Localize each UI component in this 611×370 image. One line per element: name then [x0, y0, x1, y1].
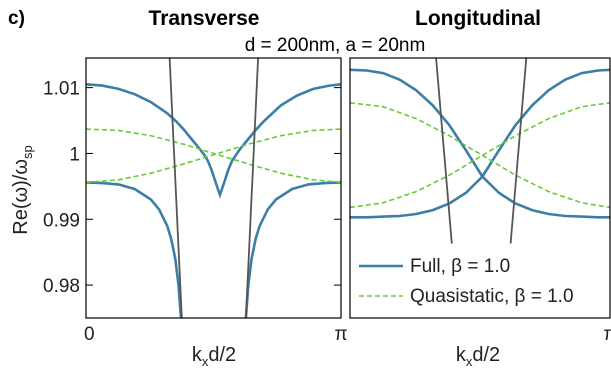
- right-x-label-sub: x: [466, 354, 473, 369]
- plot-frame: [85, 57, 342, 319]
- series-qs_a-line: [350, 102, 610, 209]
- y-axis-label-main: Re(ω)/ω: [10, 159, 32, 235]
- figure-subtitle: d = 200nm, a = 20nm: [245, 35, 426, 56]
- left-panel-title: Transverse: [149, 7, 260, 30]
- right-x-label-k: k: [456, 344, 467, 366]
- legend: Full, β = 1.0 Quasistatic, β = 1.0: [359, 256, 574, 307]
- left-x-label-tail: d/2: [208, 344, 236, 366]
- series-light_left-line: [168, 58, 183, 318]
- plot-area: [86, 58, 341, 318]
- longitudinal-panel: π: [349, 57, 611, 345]
- series-qs_a-line: [86, 128, 341, 184]
- series-full_a-line: [350, 68, 610, 219]
- x-tick-label: π: [603, 324, 611, 345]
- right-x-label-tail: d/2: [472, 344, 500, 366]
- series-full_upper-line: [86, 83, 341, 199]
- x-tick-label: π: [334, 324, 347, 345]
- series-qs_b-line: [86, 128, 341, 184]
- series-full_lower_right-line: [244, 181, 341, 318]
- y-tick-label: 1.01: [43, 79, 80, 100]
- plot-area: [350, 58, 610, 244]
- y-tick-label: 0.98: [43, 276, 80, 297]
- legend-full-label: Full, β = 1.0: [410, 256, 510, 277]
- series-qs_b-line: [350, 102, 610, 209]
- series-full_lower_left-line: [86, 181, 183, 318]
- y-axis-label-sub: sp: [20, 145, 35, 159]
- legend-quasistatic-label: Quasistatic, β = 1.0: [410, 286, 574, 307]
- series-light_right-line: [245, 58, 259, 318]
- series-light_left-line: [435, 58, 453, 244]
- x-tick-label: 0: [84, 324, 95, 345]
- y-axis-label: Re(ω)/ωsp: [10, 145, 35, 234]
- plot-frame: [349, 57, 611, 319]
- y-tick-label: 0.99: [43, 210, 80, 231]
- panel-letter: c): [8, 8, 25, 29]
- left-x-label-k: k: [192, 344, 203, 366]
- right-x-axis-label: kxd/2: [456, 344, 500, 369]
- y-tick-label: 1: [69, 144, 80, 165]
- series-full_b-line: [350, 68, 610, 219]
- left-x-axis-label: kxd/2: [192, 344, 236, 369]
- transverse-panel: 1.01 1 0.99 0.98 0 π: [43, 57, 348, 345]
- right-panel-title: Longitudinal: [415, 7, 541, 30]
- series-light_right-line: [509, 58, 528, 244]
- left-x-label-sub: x: [202, 354, 209, 369]
